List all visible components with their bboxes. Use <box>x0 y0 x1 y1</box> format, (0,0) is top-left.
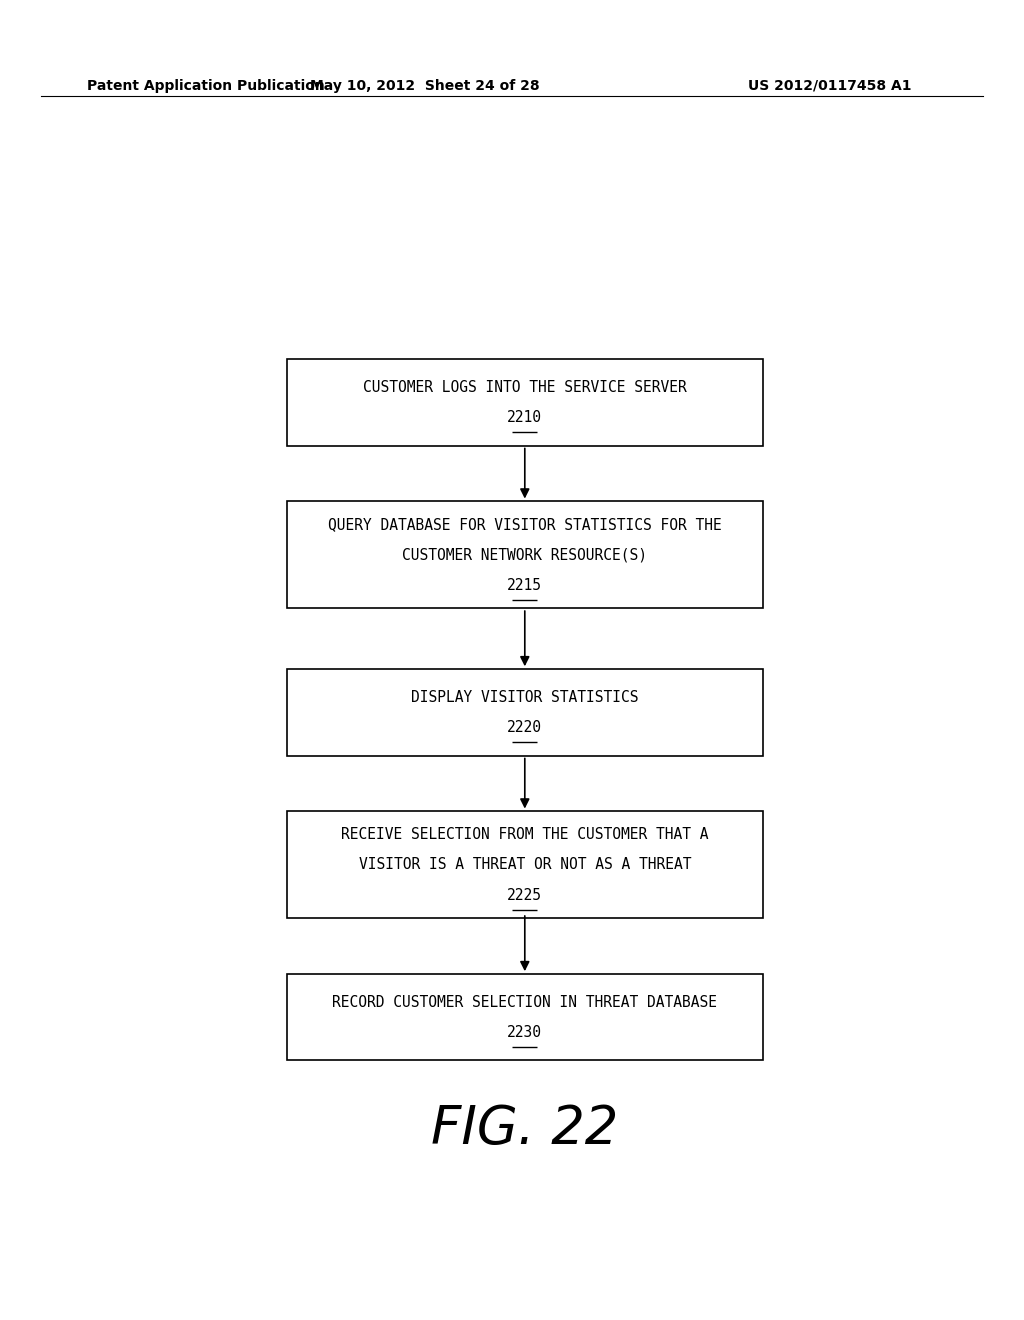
Bar <box>287 359 763 446</box>
Text: VISITOR IS A THREAT OR NOT AS A THREAT: VISITOR IS A THREAT OR NOT AS A THREAT <box>358 857 691 873</box>
Text: 2230: 2230 <box>507 1026 543 1040</box>
Text: Patent Application Publication: Patent Application Publication <box>87 79 325 92</box>
Bar <box>287 974 763 1060</box>
Text: CUSTOMER LOGS INTO THE SERVICE SERVER: CUSTOMER LOGS INTO THE SERVICE SERVER <box>362 380 687 395</box>
Text: FIG. 22: FIG. 22 <box>431 1104 618 1155</box>
Text: 2220: 2220 <box>507 721 543 735</box>
Text: May 10, 2012  Sheet 24 of 28: May 10, 2012 Sheet 24 of 28 <box>310 79 540 92</box>
Bar <box>287 502 763 609</box>
Text: 2210: 2210 <box>507 411 543 425</box>
Text: US 2012/0117458 A1: US 2012/0117458 A1 <box>748 79 911 92</box>
Bar <box>287 812 763 919</box>
Text: DISPLAY VISITOR STATISTICS: DISPLAY VISITOR STATISTICS <box>411 689 639 705</box>
Bar <box>287 669 763 755</box>
Text: 2225: 2225 <box>507 888 543 903</box>
Text: RECEIVE SELECTION FROM THE CUSTOMER THAT A: RECEIVE SELECTION FROM THE CUSTOMER THAT… <box>341 826 709 842</box>
Text: RECORD CUSTOMER SELECTION IN THREAT DATABASE: RECORD CUSTOMER SELECTION IN THREAT DATA… <box>333 994 717 1010</box>
Text: 2215: 2215 <box>507 578 543 593</box>
Text: QUERY DATABASE FOR VISITOR STATISTICS FOR THE: QUERY DATABASE FOR VISITOR STATISTICS FO… <box>328 517 722 532</box>
Text: CUSTOMER NETWORK RESOURCE(S): CUSTOMER NETWORK RESOURCE(S) <box>402 548 647 562</box>
